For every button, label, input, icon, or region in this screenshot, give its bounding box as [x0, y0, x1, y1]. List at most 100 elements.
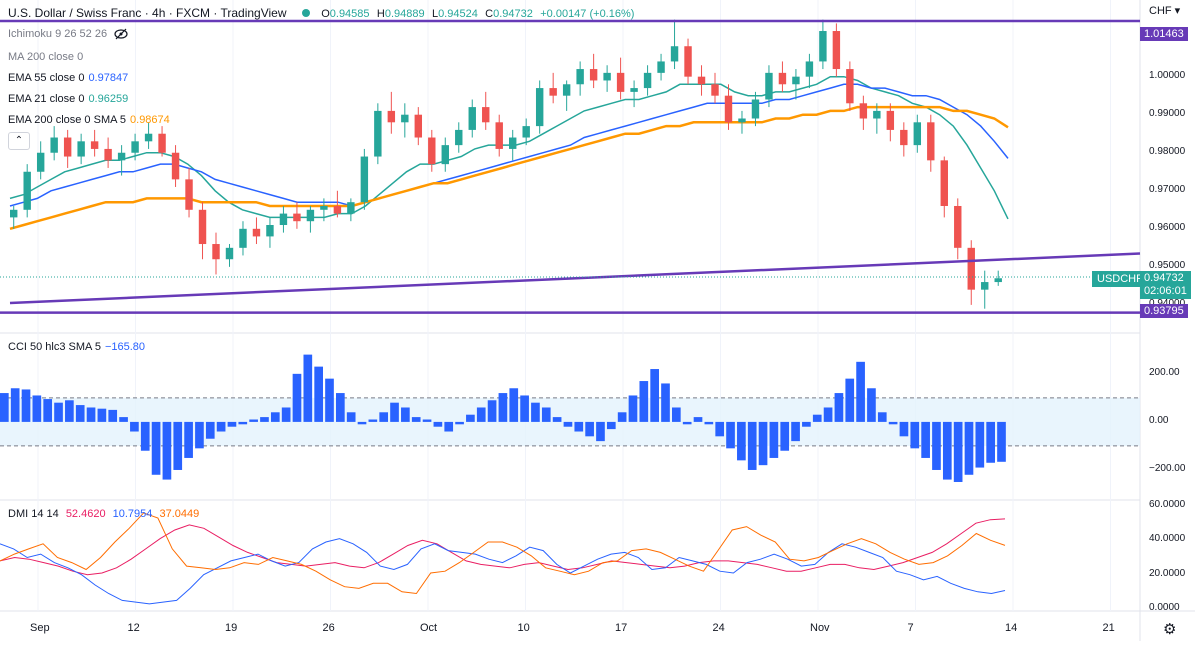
- currency-selector[interactable]: CHF ▾: [1149, 5, 1181, 17]
- cci-legend[interactable]: CCI 50 hlc3 SMA 5 −165.80: [8, 341, 146, 353]
- cci-bar: [964, 421, 974, 475]
- candle-body: [535, 88, 544, 127]
- ohlc-change: +0.00147 (+0.16%): [540, 8, 635, 20]
- cci-bar: [108, 409, 118, 422]
- cci-histogram: [0, 354, 1140, 482]
- candle-body: [967, 247, 975, 290]
- candle-body: [387, 110, 396, 123]
- chevron-up-icon[interactable]: ⌃: [8, 132, 30, 150]
- cci-bar: [932, 421, 941, 470]
- cci-bar: [650, 369, 659, 422]
- price-tick-label: 1.00000: [1149, 69, 1186, 81]
- time-tick-label: 17: [615, 622, 628, 634]
- candle-body: [495, 122, 503, 149]
- cci-bar: [238, 421, 248, 425]
- cci-bar: [303, 354, 313, 422]
- cci-bar: [444, 421, 454, 432]
- cci-bar: [737, 421, 746, 461]
- candle-body: [670, 46, 679, 62]
- candle-body: [832, 31, 841, 70]
- cci-bar: [921, 421, 930, 458]
- last-price: 0.94732: [1144, 272, 1184, 284]
- candle-body: [616, 72, 625, 92]
- candle-body: [482, 107, 490, 123]
- cci-bar: [411, 417, 421, 422]
- candle-body: [10, 209, 18, 218]
- cci-bar: [140, 421, 150, 451]
- candle-body: [212, 244, 220, 260]
- candle-body: [320, 205, 328, 210]
- candle-body: [293, 213, 301, 222]
- candle-body: [711, 84, 719, 96]
- cci-bar: [726, 421, 735, 449]
- candle-body: [994, 278, 1002, 283]
- cci-bar: [433, 421, 443, 427]
- dmi-legend[interactable]: DMI 14 14 52.4620 10.7954 37.0449: [8, 508, 200, 520]
- legend-ichimoku[interactable]: Ichimoku 9 26 52 26: [8, 28, 128, 40]
- symbol-title[interactable]: U.S. Dollar / Swiss Franc · 4h · FXCM · …: [8, 6, 287, 20]
- candle-body: [509, 137, 517, 149]
- dmi-tick-label: 0.0000: [1149, 602, 1180, 613]
- candle-body: [77, 141, 85, 157]
- cci-bar: [346, 412, 356, 422]
- candle-body: [441, 145, 449, 165]
- price-tick-label: 0.97000: [1149, 183, 1186, 195]
- cci-bar: [617, 412, 627, 422]
- candle-body: [522, 126, 530, 138]
- cci-bar: [704, 421, 714, 425]
- cci-bar: [401, 407, 410, 422]
- candle-body: [873, 110, 881, 119]
- candle-body: [374, 110, 382, 157]
- cci-bar: [43, 399, 53, 422]
- legend-ma200[interactable]: MA 200 close 0: [8, 51, 84, 63]
- cci-bar: [769, 421, 779, 458]
- cci-bar: [227, 421, 237, 427]
- dmi-tick-label: 60.0000: [1149, 499, 1186, 510]
- cci-bar: [596, 421, 605, 442]
- cci-bar: [422, 419, 432, 422]
- candle-body: [50, 137, 58, 153]
- time-tick-label: 7: [907, 622, 914, 634]
- candle-body: [549, 88, 557, 96]
- candle-body: [117, 152, 126, 161]
- candle-body: [171, 152, 180, 180]
- cci-bar: [10, 388, 20, 422]
- dmi-line: [0, 518, 1006, 576]
- time-tick-label: 10: [517, 622, 530, 634]
- candle-body: [846, 69, 854, 104]
- candle-body: [104, 148, 112, 161]
- candle-body: [927, 122, 935, 161]
- legend-ema21[interactable]: EMA 21 close 0 0.96259: [8, 93, 129, 105]
- candle-body: [158, 133, 166, 153]
- price-tick-label: 0.98000: [1149, 145, 1186, 157]
- cci-bar: [336, 393, 345, 422]
- cci-bar: [390, 402, 399, 422]
- candle-body: [252, 228, 261, 237]
- candle-body: [751, 99, 760, 119]
- candle-body: [724, 95, 733, 123]
- cci-bar: [476, 407, 486, 422]
- cci-tick-label: −200.00: [1149, 462, 1186, 474]
- gear-icon[interactable]: ⚙: [1163, 621, 1177, 638]
- cci-bar: [195, 421, 204, 449]
- cci-bar: [531, 402, 540, 422]
- time-tick-label: 26: [322, 622, 335, 634]
- time-tick-label: Sep: [30, 622, 50, 634]
- candle-body: [900, 129, 908, 146]
- candle-body: [562, 84, 571, 96]
- legend-ema200[interactable]: EMA 200 close 0 SMA 5 0.98674: [8, 114, 170, 126]
- eye-off-icon[interactable]: [114, 28, 128, 40]
- cci-bar: [325, 378, 334, 422]
- legend-ema55[interactable]: EMA 55 close 0 0.97847: [8, 72, 129, 84]
- cci-bar: [997, 421, 1006, 462]
- candle-body: [347, 202, 355, 214]
- cci-bar: [260, 417, 269, 422]
- candle-body: [805, 61, 814, 77]
- cci-bar: [97, 408, 107, 422]
- cci-bar: [672, 407, 681, 422]
- cci-bar: [173, 421, 183, 470]
- ohlc-low: L0.94524: [431, 8, 478, 20]
- cci-bar: [184, 421, 193, 458]
